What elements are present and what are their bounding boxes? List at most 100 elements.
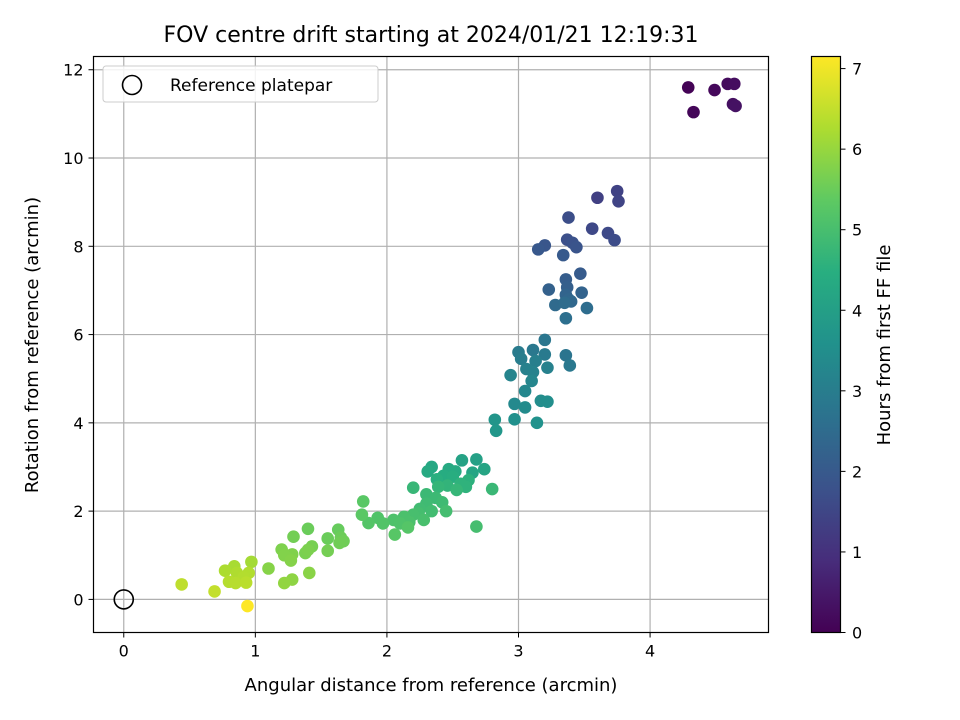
data-point: [485, 482, 499, 496]
data-point: [610, 184, 624, 198]
data-point: [585, 222, 599, 235]
x-tick-label: 1: [250, 642, 260, 661]
y-tick-label: 2: [73, 502, 83, 521]
y-tick-label: 8: [73, 237, 83, 256]
data-point: [241, 599, 254, 613]
data-point: [333, 536, 346, 550]
y-tick-label: 4: [73, 414, 83, 433]
data-point: [208, 585, 221, 598]
colorbar-tick-label: 0: [852, 624, 862, 643]
colorbar-tick-label: 2: [852, 462, 862, 481]
data-point: [526, 343, 540, 357]
data-point: [455, 454, 469, 467]
data-point: [355, 508, 369, 521]
data-point: [727, 77, 741, 91]
grid: [93, 56, 769, 633]
data-point: [302, 566, 316, 580]
data-point: [529, 354, 542, 368]
colorbar: 0 1 2 3 4 5 6 7 Hours from first FF file: [810, 55, 895, 643]
data-point: [541, 395, 554, 408]
data-point: [421, 465, 435, 478]
data-point: [580, 301, 594, 315]
reference-platepar-marker: [113, 589, 135, 610]
colorbar-tick-label: 7: [852, 60, 862, 79]
chart-title: FOV centre drift starting at 2024/01/21 …: [164, 23, 699, 48]
data-point: [301, 522, 315, 536]
data-point: [591, 191, 604, 205]
data-point: [321, 544, 335, 558]
data-point: [504, 368, 517, 382]
legend-marker: [121, 74, 143, 96]
legend: Reference platepar: [102, 65, 379, 103]
plot-frame: [92, 55, 770, 634]
data-point: [608, 233, 621, 247]
data-point: [406, 481, 420, 495]
data-point: [562, 211, 575, 224]
data-point: [531, 243, 545, 256]
data-point: [489, 424, 503, 438]
data-point: [431, 480, 445, 494]
legend-entry-reference-platepar: Reference platepar: [170, 76, 332, 96]
x-tick-label: 3: [513, 642, 523, 661]
data-point: [558, 296, 571, 310]
y-tick-label: 6: [73, 326, 83, 345]
legend-box: [102, 65, 379, 103]
data-point: [425, 504, 438, 518]
data-point: [538, 333, 552, 347]
data-point: [175, 578, 188, 591]
data-point: [321, 532, 335, 545]
data-point: [417, 513, 431, 527]
x-axis-ticks: 0 1 2 3 4: [119, 632, 655, 661]
data-point: [284, 554, 298, 567]
colorbar-label: Hours from first FF file: [874, 245, 895, 446]
data-point: [556, 248, 570, 262]
data-point: [575, 286, 588, 299]
colorbar-ticks: 0 1 2 3 4 5 6 7: [840, 60, 862, 643]
x-tick-label: 0: [119, 642, 129, 661]
data-point: [514, 352, 528, 366]
data-point: [518, 401, 532, 414]
data-point: [262, 562, 275, 575]
reference-marker: [113, 589, 135, 610]
data-point: [277, 576, 291, 590]
data-point: [388, 528, 402, 541]
data-point: [239, 576, 253, 589]
data-point: [401, 521, 415, 534]
colorbar-gradient: [810, 55, 842, 634]
colorbar-tick-label: 4: [852, 301, 862, 320]
colorbar-tick-label: 3: [852, 382, 862, 401]
data-point: [245, 555, 258, 569]
data-point: [708, 83, 721, 97]
colorbar-tick-label: 5: [852, 221, 862, 240]
data-point: [538, 348, 552, 361]
data-point: [287, 530, 300, 544]
y-tick-label: 12: [63, 61, 83, 80]
data-point: [530, 416, 544, 430]
data-point: [477, 462, 491, 476]
data-point: [563, 359, 577, 372]
data-point: [570, 240, 583, 254]
x-axis-label: Angular distance from reference (arcmin): [245, 675, 618, 696]
colorbar-tick-label: 1: [852, 543, 862, 562]
y-tick-label: 10: [63, 149, 83, 168]
data-point: [525, 374, 538, 388]
data-point: [559, 349, 573, 362]
data-point: [450, 483, 463, 497]
data-point: [541, 361, 554, 374]
data-point: [470, 520, 483, 533]
x-tick-label: 4: [645, 642, 655, 661]
data-point: [542, 283, 556, 296]
y-axis-label: Rotation from reference (arcmin): [22, 197, 43, 493]
data-point: [508, 413, 521, 426]
data-point: [559, 311, 573, 325]
y-axis-ticks: 0 2 4 6 8 10 12: [63, 61, 94, 609]
data-point: [687, 105, 700, 119]
x-tick-label: 2: [382, 642, 392, 661]
data-point: [681, 81, 695, 94]
data-point: [356, 495, 370, 508]
data-point: [229, 576, 242, 590]
data-point: [612, 194, 625, 208]
data-points: [175, 77, 742, 613]
data-point: [376, 517, 390, 530]
